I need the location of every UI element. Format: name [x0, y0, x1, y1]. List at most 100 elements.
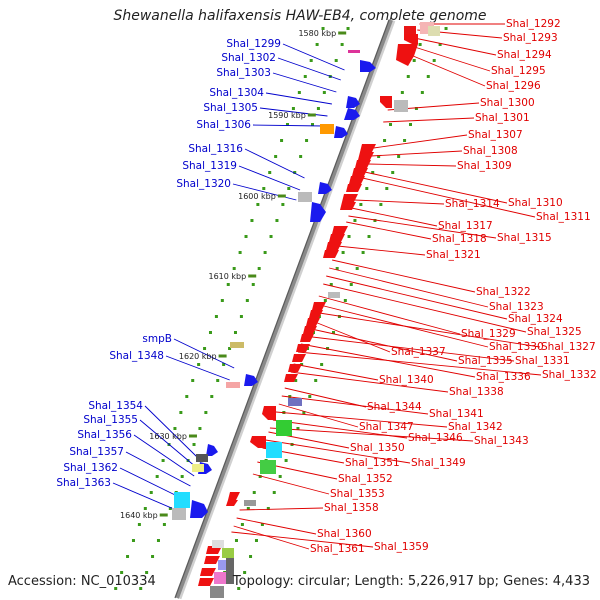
- tick-dot: [151, 555, 155, 558]
- gene-arrow: [329, 234, 345, 242]
- gene-label: Shal_1308: [463, 145, 518, 157]
- leader-line: [323, 283, 527, 333]
- leader-line: [231, 531, 374, 548]
- gene-arrow: [200, 568, 216, 576]
- tick-dot: [131, 539, 135, 542]
- kbp-tick: [218, 354, 227, 358]
- gene-label: Shal_1340: [379, 374, 434, 386]
- tick-dot: [234, 539, 238, 542]
- gene-box: [226, 558, 234, 584]
- tick-dot: [400, 91, 404, 94]
- leader-line: [367, 163, 457, 167]
- tick-dot: [291, 107, 295, 110]
- gene-label: Shal_1353: [330, 488, 385, 500]
- tick-dot: [226, 283, 230, 286]
- gene-label: Shal_1300: [480, 97, 535, 109]
- tick-dot: [403, 139, 407, 142]
- leader-line: [239, 507, 324, 511]
- tick-dot: [355, 267, 359, 270]
- gene-box: [218, 560, 230, 570]
- gene-label: Shal_1319: [182, 160, 237, 172]
- gene-arrow: [303, 326, 317, 334]
- gene-arrow: [190, 500, 208, 518]
- gene-label: Shal_1341: [429, 408, 484, 420]
- gene-label: Shal_1302: [221, 52, 276, 64]
- gene-label: Shal_1342: [448, 421, 503, 433]
- gene-arrow: [250, 436, 266, 448]
- tick-dot: [220, 299, 224, 302]
- gene-label: Shal_1350: [350, 442, 405, 454]
- gene-label: Shal_1304: [209, 87, 264, 99]
- tick-dot: [326, 347, 330, 350]
- leader-line: [139, 419, 198, 469]
- gene-label: Shal_1318: [432, 233, 487, 245]
- tick-dot: [192, 443, 196, 446]
- gene-arrow: [309, 310, 323, 318]
- gene-label: Shal_1360: [317, 528, 372, 540]
- leader-line: [165, 355, 230, 381]
- gene-label: Shal_1324: [508, 313, 563, 325]
- tick-dot: [303, 75, 307, 78]
- gene-label: Shal_1296: [486, 80, 541, 92]
- kbp-label: 1630 kbp: [149, 432, 187, 441]
- tick-dot: [340, 43, 344, 46]
- gene-box: [172, 508, 186, 520]
- tick-dot: [137, 523, 141, 526]
- tick-dot: [379, 203, 383, 206]
- gene-box: [328, 292, 340, 298]
- gene-label: Shal_1311: [536, 211, 591, 223]
- tick-dot: [191, 379, 195, 382]
- gene-label: Shal_1349: [411, 457, 466, 469]
- leader-line: [252, 124, 324, 127]
- gene-label: Shal_1332: [542, 369, 597, 381]
- tick-dot: [371, 171, 375, 174]
- gene-label: Shal_1358: [324, 502, 379, 514]
- gene-arrow: [244, 374, 258, 386]
- leader-line: [277, 57, 341, 81]
- tick-dot: [408, 123, 412, 126]
- tick-dot: [257, 267, 261, 270]
- gene-label: Shal_1327: [541, 341, 596, 353]
- tick-dot: [341, 251, 345, 254]
- leader-line: [348, 215, 497, 239]
- gene-arrow: [352, 168, 368, 176]
- tick-dot: [243, 571, 247, 574]
- reverse-strand-genes: [198, 22, 440, 598]
- tick-dot: [139, 587, 143, 590]
- leader-line: [408, 53, 486, 87]
- tick-dot: [239, 315, 243, 318]
- tick-dot: [250, 219, 254, 222]
- leader-line: [312, 311, 541, 348]
- tick-dot: [260, 523, 264, 526]
- gene-label: Shal_1359: [374, 541, 429, 553]
- tick-dot: [385, 187, 389, 190]
- tick-dot: [173, 427, 177, 430]
- gene-box: [196, 454, 208, 462]
- gene-box: [222, 548, 234, 558]
- leader-line: [284, 387, 367, 408]
- gene-label: Shal_1320: [176, 178, 231, 190]
- tick-dot: [278, 475, 282, 478]
- gene-label: Shal_1363: [56, 477, 111, 489]
- gene-arrow: [206, 444, 218, 456]
- tick-dot: [418, 43, 422, 46]
- tick-dot: [208, 331, 212, 334]
- leader-line: [309, 319, 391, 353]
- gene-label: Shal_1352: [338, 473, 393, 485]
- leader-line: [238, 165, 301, 191]
- leader-line: [144, 405, 201, 461]
- leader-line: [265, 92, 332, 105]
- gene-label: Shal_1294: [497, 49, 552, 61]
- leader-line: [281, 395, 429, 415]
- tick-dot: [251, 283, 255, 286]
- tick-dot: [156, 539, 160, 542]
- tick-dot: [268, 171, 272, 174]
- gene-label: Shal_1346: [408, 432, 463, 444]
- gene-label: Shal_1317: [438, 220, 493, 232]
- gene-arrow: [284, 374, 298, 382]
- tick-dot: [145, 571, 149, 574]
- tick-dot: [263, 251, 267, 254]
- gene-label: Shal_1338: [449, 386, 504, 398]
- gene-label: Shal_1361: [310, 543, 365, 555]
- gene-box: [288, 398, 302, 406]
